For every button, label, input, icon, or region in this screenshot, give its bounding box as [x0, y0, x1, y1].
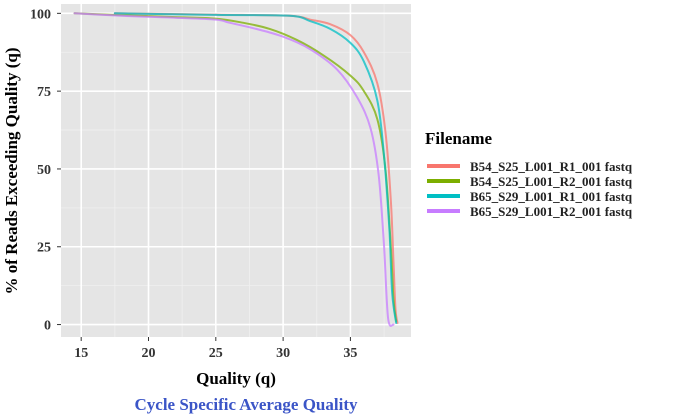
series-lines: [73, 12, 399, 327]
y-tick-label: 75: [37, 85, 51, 100]
axis-ticks: 15 20 25 30 35 0 25 50 75 100: [30, 7, 357, 361]
y-tick-label: 50: [37, 163, 51, 178]
x-tick-label: 15: [74, 346, 88, 361]
y-tick-label: 25: [37, 241, 51, 256]
x-tick-label: 35: [343, 346, 357, 361]
chart-caption: Cycle Specific Average Quality: [135, 395, 358, 414]
x-tick-label: 30: [276, 346, 290, 361]
x-axis-title: Quality (q): [196, 369, 276, 388]
y-tick-label: 100: [30, 7, 51, 22]
legend: B54_S25_L001_R1_001 fastqB54_S25_L001_R2…: [427, 159, 633, 219]
y-axis-title: % of Reads Exceeding Quality (q): [2, 48, 21, 295]
legend-title: Filename: [425, 129, 492, 148]
series-line-4: [73, 12, 395, 327]
series-line-3: [113, 12, 398, 324]
grid: [61, 4, 411, 337]
legend-label-2: B54_S25_L001_R2_001 fastq: [470, 174, 633, 189]
legend-label-4: B65_S29_L001_R2_001 fastq: [470, 204, 633, 219]
y-tick-label: 0: [44, 319, 51, 334]
x-tick-label: 20: [142, 346, 156, 361]
plot-panel: [61, 4, 411, 337]
legend-label-1: B54_S25_L001_R1_001 fastq: [470, 159, 633, 174]
x-tick-label: 25: [209, 346, 223, 361]
legend-label-3: B65_S29_L001_R1_001 fastq: [470, 189, 633, 204]
